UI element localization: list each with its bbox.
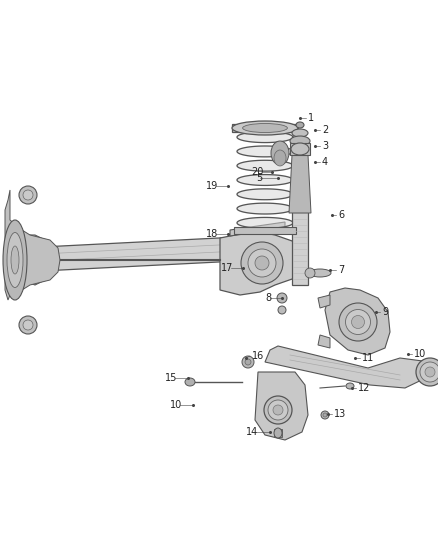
Ellipse shape (274, 150, 286, 166)
Text: 4: 4 (322, 157, 328, 167)
Polygon shape (220, 232, 308, 295)
Polygon shape (290, 143, 310, 155)
Text: 14: 14 (246, 427, 258, 437)
Polygon shape (318, 295, 330, 308)
Ellipse shape (243, 124, 287, 133)
Ellipse shape (19, 316, 37, 334)
Polygon shape (325, 288, 390, 355)
Ellipse shape (264, 396, 292, 424)
Bar (296, 150, 304, 195)
Circle shape (305, 268, 315, 278)
Text: 15: 15 (165, 373, 177, 383)
Ellipse shape (309, 269, 331, 277)
Ellipse shape (255, 256, 269, 270)
Ellipse shape (290, 136, 310, 146)
Ellipse shape (7, 232, 23, 287)
Polygon shape (318, 335, 330, 348)
Text: 20: 20 (251, 167, 264, 177)
Ellipse shape (296, 122, 304, 128)
Text: 13: 13 (334, 409, 346, 419)
Polygon shape (237, 175, 293, 185)
Ellipse shape (185, 378, 195, 386)
Ellipse shape (277, 293, 287, 303)
Text: 10: 10 (414, 349, 426, 359)
Ellipse shape (23, 320, 33, 330)
Ellipse shape (291, 143, 309, 155)
Ellipse shape (278, 306, 286, 314)
Text: 1: 1 (308, 113, 314, 123)
Text: 6: 6 (338, 210, 344, 220)
Text: 7: 7 (338, 265, 344, 275)
Ellipse shape (273, 405, 283, 415)
Ellipse shape (242, 356, 254, 368)
Bar (274, 429, 282, 437)
Text: 8: 8 (266, 293, 272, 303)
Ellipse shape (420, 362, 438, 382)
Ellipse shape (3, 220, 27, 300)
Polygon shape (237, 217, 293, 228)
Polygon shape (265, 346, 432, 388)
Polygon shape (234, 227, 296, 234)
Polygon shape (237, 203, 293, 214)
Ellipse shape (425, 367, 435, 377)
Polygon shape (289, 150, 311, 213)
Ellipse shape (19, 186, 37, 204)
Polygon shape (22, 236, 258, 272)
Ellipse shape (248, 249, 276, 277)
Text: 12: 12 (358, 383, 371, 393)
Text: 5: 5 (256, 173, 262, 183)
Ellipse shape (271, 141, 289, 165)
Ellipse shape (11, 246, 19, 274)
Ellipse shape (339, 303, 377, 341)
Text: 17: 17 (221, 263, 233, 273)
Ellipse shape (323, 413, 327, 417)
Polygon shape (232, 124, 298, 132)
Text: 9: 9 (382, 307, 388, 317)
Polygon shape (237, 132, 293, 142)
Text: 19: 19 (206, 181, 218, 191)
Polygon shape (255, 372, 308, 440)
Ellipse shape (274, 428, 282, 438)
Ellipse shape (416, 358, 438, 386)
Ellipse shape (23, 190, 33, 200)
Text: 11: 11 (362, 353, 374, 363)
Ellipse shape (268, 400, 288, 420)
Ellipse shape (321, 411, 329, 419)
Polygon shape (22, 235, 50, 285)
Text: 18: 18 (206, 229, 218, 239)
Ellipse shape (346, 310, 371, 335)
Polygon shape (237, 189, 293, 200)
Ellipse shape (292, 129, 308, 137)
Polygon shape (230, 222, 285, 236)
Polygon shape (5, 190, 60, 300)
Polygon shape (237, 160, 293, 171)
Text: 2: 2 (322, 125, 328, 135)
Text: 16: 16 (252, 351, 264, 361)
Ellipse shape (352, 316, 364, 328)
Ellipse shape (241, 242, 283, 284)
Text: 10: 10 (170, 400, 182, 410)
Ellipse shape (346, 383, 354, 389)
Text: 3: 3 (322, 141, 328, 151)
Ellipse shape (232, 121, 298, 135)
Ellipse shape (245, 359, 251, 365)
Bar (292, 195, 308, 285)
Polygon shape (237, 146, 293, 157)
